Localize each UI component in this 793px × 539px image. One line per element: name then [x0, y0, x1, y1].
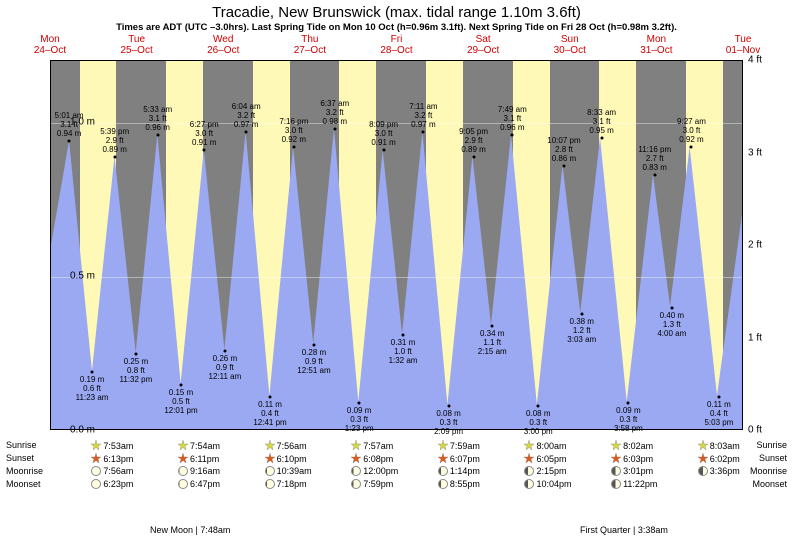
sun-cell: 6:10pm [265, 453, 345, 464]
tide-point [600, 137, 603, 140]
tide-point [292, 146, 295, 149]
sun-cell: 7:18pm [265, 479, 345, 489]
sun-cell: 6:05pm [524, 453, 604, 464]
sun-row: Moonset Moonset 6:23pm 6:47pm 7:18pm 7:59pm 8:… [0, 479, 793, 492]
sun-row-label-left: Sunset [6, 453, 34, 463]
tide-point [245, 130, 248, 133]
sun-cell: 7:56am [265, 440, 345, 451]
tide-point [156, 134, 159, 137]
sun-cell: 6:47pm [178, 479, 258, 489]
tide-point [382, 149, 385, 152]
sun-cell: 6:08pm [351, 453, 431, 464]
sun-cell: 6:02pm [698, 453, 778, 464]
day-header: Fri28–Oct [357, 34, 437, 56]
tide-chart: Tracadie, New Brunswick (max. tidal rang… [0, 0, 793, 539]
tide-point [717, 396, 720, 399]
sun-row-label-left: Moonrise [6, 466, 43, 476]
tide-curve [51, 61, 742, 429]
sun-cell: 8:02am [611, 440, 691, 451]
sun-cell: 10:04pm [524, 479, 604, 489]
tide-point [537, 405, 540, 408]
tide-point [653, 174, 656, 177]
sun-row-label-left: Sunrise [6, 440, 37, 450]
plot-area: 5:01 am3.1 ft0.94 m0.19 m0.6 ft11:23 am5… [50, 60, 743, 430]
tide-point [358, 402, 361, 405]
tide-point [670, 306, 673, 309]
tide-point [68, 140, 71, 143]
day-header: Mon24–Oct [10, 34, 90, 56]
tide-point [690, 146, 693, 149]
tide-point [511, 134, 514, 137]
sun-row: MoonriseMoonrise7:56am9:16am10:39am12:00… [0, 466, 793, 479]
grid-line [51, 123, 742, 124]
sun-row: SunriseSunrise7:53am7:54am7:56am7:57am7:… [0, 440, 793, 453]
tide-point [333, 127, 336, 130]
chart-subtitle: Times are ADT (UTC –3.0hrs). Last Spring… [0, 22, 793, 33]
sun-cell: 8:00am [524, 440, 604, 451]
tide-point [447, 405, 450, 408]
footnote: First Quarter | 3:38am [580, 525, 668, 535]
tide-point [422, 130, 425, 133]
tide-point [223, 349, 226, 352]
ytick-right: 1 ft [748, 332, 788, 343]
tide-point [203, 149, 206, 152]
tide-point [134, 352, 137, 355]
day-header: Tue01–Nov [703, 34, 783, 56]
sun-cell: 9:16am [178, 466, 258, 476]
sun-cell: 11:22pm [611, 479, 691, 489]
ytick-left: 0.5 m [55, 270, 95, 281]
sun-cell: 7:59pm [351, 479, 431, 489]
sun-cell: 10:39am [265, 466, 345, 476]
grid-line [51, 431, 742, 432]
sun-row: SunsetSunset6:13pm6:11pm6:10pm6:08pm6:07… [0, 453, 793, 466]
day-header: Sat29–Oct [443, 34, 523, 56]
tide-point [402, 334, 405, 337]
day-header: Tue25–Oct [97, 34, 177, 56]
tide-point [472, 155, 475, 158]
sun-cell: 6:11pm [178, 453, 258, 464]
sun-cell: 3:36pm [698, 466, 778, 476]
sun-row-label-right: Moonset [752, 479, 787, 489]
sun-cell: 6:07pm [438, 453, 518, 464]
tide-point [312, 343, 315, 346]
ytick-left: 1.0 m [55, 116, 95, 127]
sun-row-label-left: Moonset [6, 479, 41, 489]
sun-moon-table: SunriseSunrise7:53am7:54am7:56am7:57am7:… [0, 440, 793, 492]
sun-cell: 2:15pm [524, 466, 604, 476]
tide-point [491, 325, 494, 328]
tide-point [627, 402, 630, 405]
tide-point [269, 396, 272, 399]
sun-cell: 7:59am [438, 440, 518, 451]
ytick-right: 4 ft [748, 55, 788, 66]
sun-cell: 7:57am [351, 440, 431, 451]
sun-cell: 7:56am [91, 466, 171, 476]
tide-point [113, 155, 116, 158]
ytick-right: 3 ft [748, 147, 788, 158]
sun-cell: 3:01pm [611, 466, 691, 476]
sun-cell: 1:14pm [438, 466, 518, 476]
sun-cell: 8:03am [698, 440, 778, 451]
grid-line [51, 277, 742, 278]
tide-point [91, 371, 94, 374]
ytick-right: 2 ft [748, 240, 788, 251]
sun-cell: 8:55pm [438, 479, 518, 489]
ytick-left: 0.0 m [55, 425, 95, 436]
sun-cell: 6:13pm [91, 453, 171, 464]
day-header: Thu27–Oct [270, 34, 350, 56]
day-header: Wed26–Oct [183, 34, 263, 56]
ytick-right: 0 ft [748, 425, 788, 436]
sun-cell: 7:54am [178, 440, 258, 451]
chart-title: Tracadie, New Brunswick (max. tidal rang… [0, 4, 793, 21]
day-header: Sun30–Oct [530, 34, 610, 56]
day-header: Mon31–Oct [616, 34, 696, 56]
day-header-row: Mon24–Oct Tue25–Oct Wed26–Oct Thu27–Oct Fri2… [0, 34, 793, 59]
sun-cell: 6:23pm [91, 479, 171, 489]
tide-point [580, 312, 583, 315]
sun-cell: 6:03pm [611, 453, 691, 464]
tide-point [562, 164, 565, 167]
sun-cell: 7:53am [91, 440, 171, 451]
tide-point [180, 383, 183, 386]
footnote: New Moon | 7:48am [150, 525, 230, 535]
sun-cell: 12:00pm [351, 466, 431, 476]
